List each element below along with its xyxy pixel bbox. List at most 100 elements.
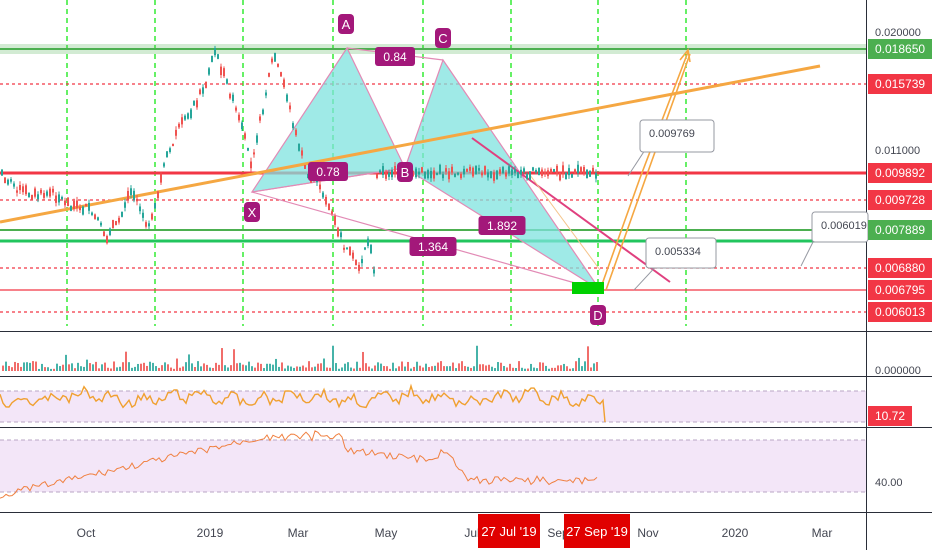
volume-bar xyxy=(437,362,439,371)
volume-bar xyxy=(320,363,322,371)
volume-bar xyxy=(377,362,379,371)
x-tick-7: 2020 xyxy=(722,526,749,540)
candle-body xyxy=(229,93,231,99)
volume-bar xyxy=(299,366,301,371)
candle-body xyxy=(376,174,378,179)
volume-bar xyxy=(446,366,448,371)
level-tag-text-5: 0.006880 xyxy=(875,261,925,275)
volume-bar xyxy=(341,367,343,371)
volume-bar xyxy=(503,365,505,371)
volume-bar xyxy=(59,366,61,371)
candle-body xyxy=(334,216,336,225)
candle-body xyxy=(481,172,483,176)
candle-body xyxy=(436,172,438,175)
candle-body xyxy=(124,202,126,208)
time-axis: Oct 2019 Mar May Jul Sep Nov 2020 Mar xyxy=(77,526,833,540)
candle-body xyxy=(151,213,153,220)
volume-bar xyxy=(329,367,331,371)
candle-body xyxy=(574,169,576,174)
callout-connectors xyxy=(627,149,815,291)
candle-body xyxy=(58,194,60,203)
volume-bar xyxy=(197,361,199,371)
candle-body xyxy=(358,264,360,271)
volume-bar xyxy=(491,366,493,371)
date-markers: 27 Jul '19 27 Sep '19 xyxy=(478,514,630,548)
volume-bar xyxy=(581,366,583,371)
volume-bar xyxy=(11,367,13,371)
volume-bar xyxy=(50,368,52,371)
ratio-text-1: 0.78 xyxy=(316,165,340,179)
candle-body xyxy=(40,189,42,194)
volume-bar xyxy=(71,363,73,371)
volume-bar xyxy=(215,362,217,371)
candle-body xyxy=(43,192,45,198)
rsi-pane xyxy=(0,383,866,423)
candle-body xyxy=(562,165,564,175)
volume-bar xyxy=(209,367,211,371)
candle-body xyxy=(85,203,87,207)
volume-bar xyxy=(542,362,544,371)
candle-body xyxy=(193,100,195,106)
candle-body xyxy=(136,198,138,202)
x-tick-3: May xyxy=(375,526,398,540)
candle-body xyxy=(109,228,111,236)
candle-body xyxy=(238,114,240,121)
volume-bar xyxy=(410,368,412,371)
volume-bar xyxy=(440,361,442,371)
candle-body xyxy=(79,207,81,211)
volume-bar xyxy=(65,354,67,371)
point-label-D: D xyxy=(593,308,602,323)
candle-body xyxy=(133,190,135,200)
volume-bar xyxy=(302,365,304,371)
volume-bar xyxy=(293,367,295,371)
callout-box-1 xyxy=(645,237,717,269)
candle-body xyxy=(577,164,579,174)
candle-body xyxy=(505,172,507,177)
volume-bar xyxy=(266,363,268,371)
candle-body xyxy=(283,79,285,88)
volume-bar xyxy=(29,362,31,371)
candle-body xyxy=(361,259,363,264)
candle-body xyxy=(490,171,492,179)
volume-bar xyxy=(164,362,166,371)
candle-body xyxy=(64,200,66,206)
candle-body xyxy=(211,55,213,62)
candle-body xyxy=(475,165,477,175)
candle-body xyxy=(178,123,180,128)
volume-bar xyxy=(104,362,106,371)
volume-bar xyxy=(353,368,355,371)
candle-body xyxy=(559,173,561,181)
candle-body xyxy=(499,169,501,174)
candle-body xyxy=(145,222,147,227)
volume-bar xyxy=(392,362,394,371)
target-zone xyxy=(572,282,604,294)
volume-bar xyxy=(395,368,397,371)
volume-bar xyxy=(332,345,334,371)
volume-bar xyxy=(269,363,271,371)
candle-body xyxy=(76,200,78,209)
volume-bar xyxy=(56,363,58,371)
candle-body xyxy=(154,202,156,209)
volume-bar xyxy=(53,368,55,371)
candle-body xyxy=(220,66,222,76)
level-tag-text-7: 0.006013 xyxy=(875,305,925,319)
volume-bar xyxy=(146,365,148,371)
candle-body xyxy=(394,165,396,174)
candle-body xyxy=(190,109,192,119)
volume-bar xyxy=(287,365,289,371)
candle-body xyxy=(532,167,534,171)
volume-bar xyxy=(551,367,553,371)
volume-bar xyxy=(281,362,283,371)
candle-body xyxy=(367,238,369,246)
volume-bar xyxy=(578,357,580,371)
volume-bar xyxy=(62,364,64,371)
volume-bar xyxy=(518,361,520,371)
candle-body xyxy=(208,68,210,75)
candle-body xyxy=(538,167,540,176)
candle-body xyxy=(457,172,459,175)
candle-body xyxy=(589,170,591,177)
level-tag-5 xyxy=(868,258,932,278)
volume-bar xyxy=(488,364,490,371)
candle-body xyxy=(88,202,90,211)
